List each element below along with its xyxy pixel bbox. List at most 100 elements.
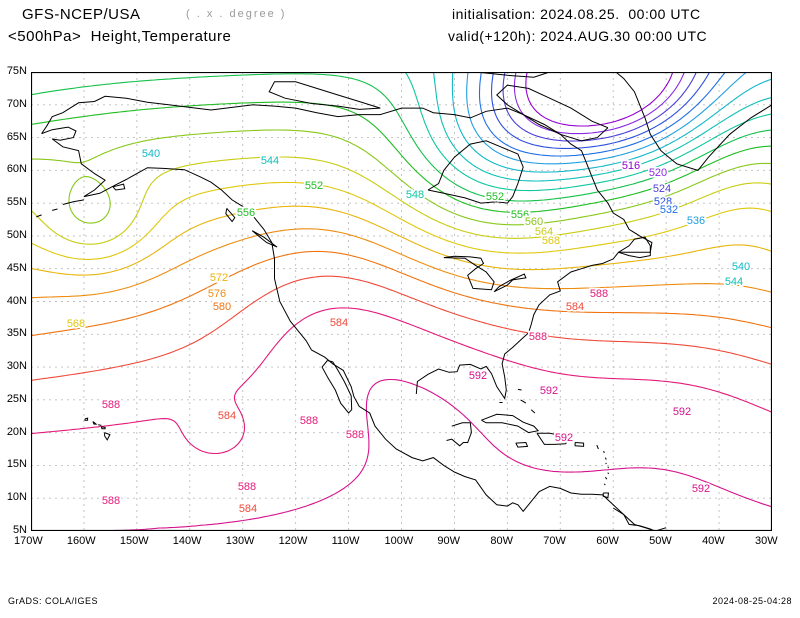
contour-label-592: 592 bbox=[555, 432, 573, 444]
svg-text:556: 556 bbox=[511, 209, 529, 221]
contour-label-532: 532 bbox=[660, 204, 678, 216]
svg-text:592: 592 bbox=[555, 432, 573, 444]
svg-text:532: 532 bbox=[660, 204, 678, 216]
contour-label-544: 544 bbox=[725, 276, 743, 288]
svg-text:588: 588 bbox=[346, 429, 364, 441]
y-tick-70N: 70N bbox=[6, 97, 27, 110]
svg-text:548: 548 bbox=[406, 189, 424, 201]
contour-label-544: 544 bbox=[261, 155, 279, 167]
contour-label-536: 536 bbox=[687, 215, 705, 227]
svg-text:588: 588 bbox=[102, 495, 120, 507]
map-svg: 5405405445445485485525525565565725725765… bbox=[31, 72, 772, 531]
contour-label-520: 520 bbox=[649, 167, 667, 179]
x-tick-90W: 90W bbox=[437, 535, 461, 547]
contour-label-572: 572 bbox=[210, 272, 228, 284]
contour-label-552: 552 bbox=[305, 180, 323, 192]
svg-text:568: 568 bbox=[542, 235, 560, 247]
y-tick-55N: 55N bbox=[6, 196, 27, 209]
y-tick-30N: 30N bbox=[6, 360, 27, 373]
x-tick-40W: 40W bbox=[702, 535, 725, 547]
svg-text:564: 564 bbox=[535, 226, 553, 238]
y-tick-40N: 40N bbox=[6, 294, 27, 307]
contour-label-592: 592 bbox=[540, 385, 558, 397]
x-tick-110W: 110W bbox=[331, 535, 360, 547]
contour-label-588: 588 bbox=[102, 399, 120, 411]
contour-map-plot: 540 540 544 544 548 548 552 552 556 556 572 572 576 5… bbox=[31, 72, 772, 531]
svg-text:524: 524 bbox=[653, 183, 671, 195]
model-title: GFS-NCEP/USA bbox=[22, 6, 141, 23]
svg-text:544: 544 bbox=[261, 155, 279, 167]
contour-label-540: 540 bbox=[142, 148, 160, 160]
svg-text:560: 560 bbox=[525, 216, 543, 228]
contour-label-516: 516 bbox=[622, 160, 640, 172]
x-tick-30W: 30W bbox=[755, 535, 778, 547]
contour-label-528: 528 bbox=[654, 196, 672, 208]
x-tick-50W: 50W bbox=[649, 535, 672, 547]
svg-text:528: 528 bbox=[654, 196, 672, 208]
x-tick-140W: 140W bbox=[172, 535, 202, 547]
y-tick-15N: 15N bbox=[6, 458, 27, 471]
svg-text:568: 568 bbox=[67, 318, 85, 330]
contour-label-584: 584 bbox=[218, 410, 236, 422]
y-tick-75N: 75N bbox=[6, 65, 27, 77]
x-tick-80W: 80W bbox=[490, 535, 513, 547]
x-tick-70W: 70W bbox=[543, 535, 566, 547]
contour-label-588: 588 bbox=[238, 481, 256, 493]
contour-label-556: 556 bbox=[511, 209, 529, 221]
x-tick-130W: 130W bbox=[225, 535, 255, 547]
svg-text:576: 576 bbox=[208, 288, 226, 300]
contour-label-576: 576 bbox=[208, 288, 226, 300]
contour-label-592: 592 bbox=[692, 483, 710, 495]
svg-text:520: 520 bbox=[649, 167, 667, 179]
y-tick-65N: 65N bbox=[6, 130, 27, 143]
svg-text:592: 592 bbox=[540, 385, 558, 397]
x-tick-150W: 150W bbox=[119, 535, 149, 547]
svg-text:588: 588 bbox=[300, 415, 318, 427]
svg-text:588: 588 bbox=[238, 481, 256, 493]
contour-label-540: 540 bbox=[732, 261, 750, 273]
svg-text:592: 592 bbox=[673, 406, 691, 418]
contour-label-588: 588 bbox=[346, 429, 364, 441]
svg-text:556: 556 bbox=[237, 207, 255, 219]
contour-label-588: 588 bbox=[529, 331, 547, 343]
contour-label-568: 568 bbox=[67, 318, 85, 330]
svg-text:552: 552 bbox=[486, 191, 504, 203]
contour-labels: 5405405445445485485525525565565725725765… bbox=[65, 146, 752, 516]
contour-label-568: 568 bbox=[542, 235, 560, 247]
contour-label-592: 592 bbox=[469, 370, 487, 382]
contour-label-524: 524 bbox=[653, 183, 671, 195]
render-timestamp: 2024-08-25-04:28 bbox=[712, 596, 792, 606]
contour-label-584: 584 bbox=[566, 301, 584, 313]
contour-label-556: 556 bbox=[237, 207, 255, 219]
contour-label-552: 552 bbox=[486, 191, 504, 203]
y-tick-10N: 10N bbox=[6, 491, 27, 504]
svg-text:584: 584 bbox=[330, 317, 348, 329]
contour-label-592: 592 bbox=[673, 406, 691, 418]
svg-text:572: 572 bbox=[210, 272, 228, 284]
contour-label-580: 580 bbox=[213, 301, 231, 313]
level-field-title: <500hPa> Height,Temperature bbox=[8, 28, 232, 45]
svg-text:552: 552 bbox=[305, 180, 323, 192]
contour-label-588: 588 bbox=[590, 288, 608, 300]
svg-text:540: 540 bbox=[142, 148, 160, 160]
y-tick-25N: 25N bbox=[6, 392, 27, 405]
contour-label-588: 588 bbox=[300, 415, 318, 427]
contour-label-588: 588 bbox=[102, 495, 120, 507]
svg-text:516: 516 bbox=[622, 160, 640, 172]
contour-label-564: 564 bbox=[535, 226, 553, 238]
x-tick-100W: 100W bbox=[384, 535, 414, 547]
svg-text:588: 588 bbox=[529, 331, 547, 343]
y-tick-5N: 5N bbox=[12, 524, 27, 536]
contour-label-560: 560 bbox=[525, 216, 543, 228]
svg-text:584: 584 bbox=[566, 301, 584, 313]
svg-text:588: 588 bbox=[102, 399, 120, 411]
initialisation-time: initialisation: 2024.08.25. 00:00 UTC bbox=[452, 6, 701, 22]
svg-text:588: 588 bbox=[590, 288, 608, 300]
svg-text:580: 580 bbox=[213, 301, 231, 313]
contour-label-584: 584 bbox=[330, 317, 348, 329]
gridlines bbox=[31, 72, 772, 531]
grads-credit: GrADS: COLA/IGES bbox=[8, 596, 99, 606]
y-tick-20N: 20N bbox=[6, 425, 27, 438]
y-tick-35N: 35N bbox=[6, 327, 27, 340]
units-subtitle: ( . x . degree ) bbox=[186, 8, 287, 20]
